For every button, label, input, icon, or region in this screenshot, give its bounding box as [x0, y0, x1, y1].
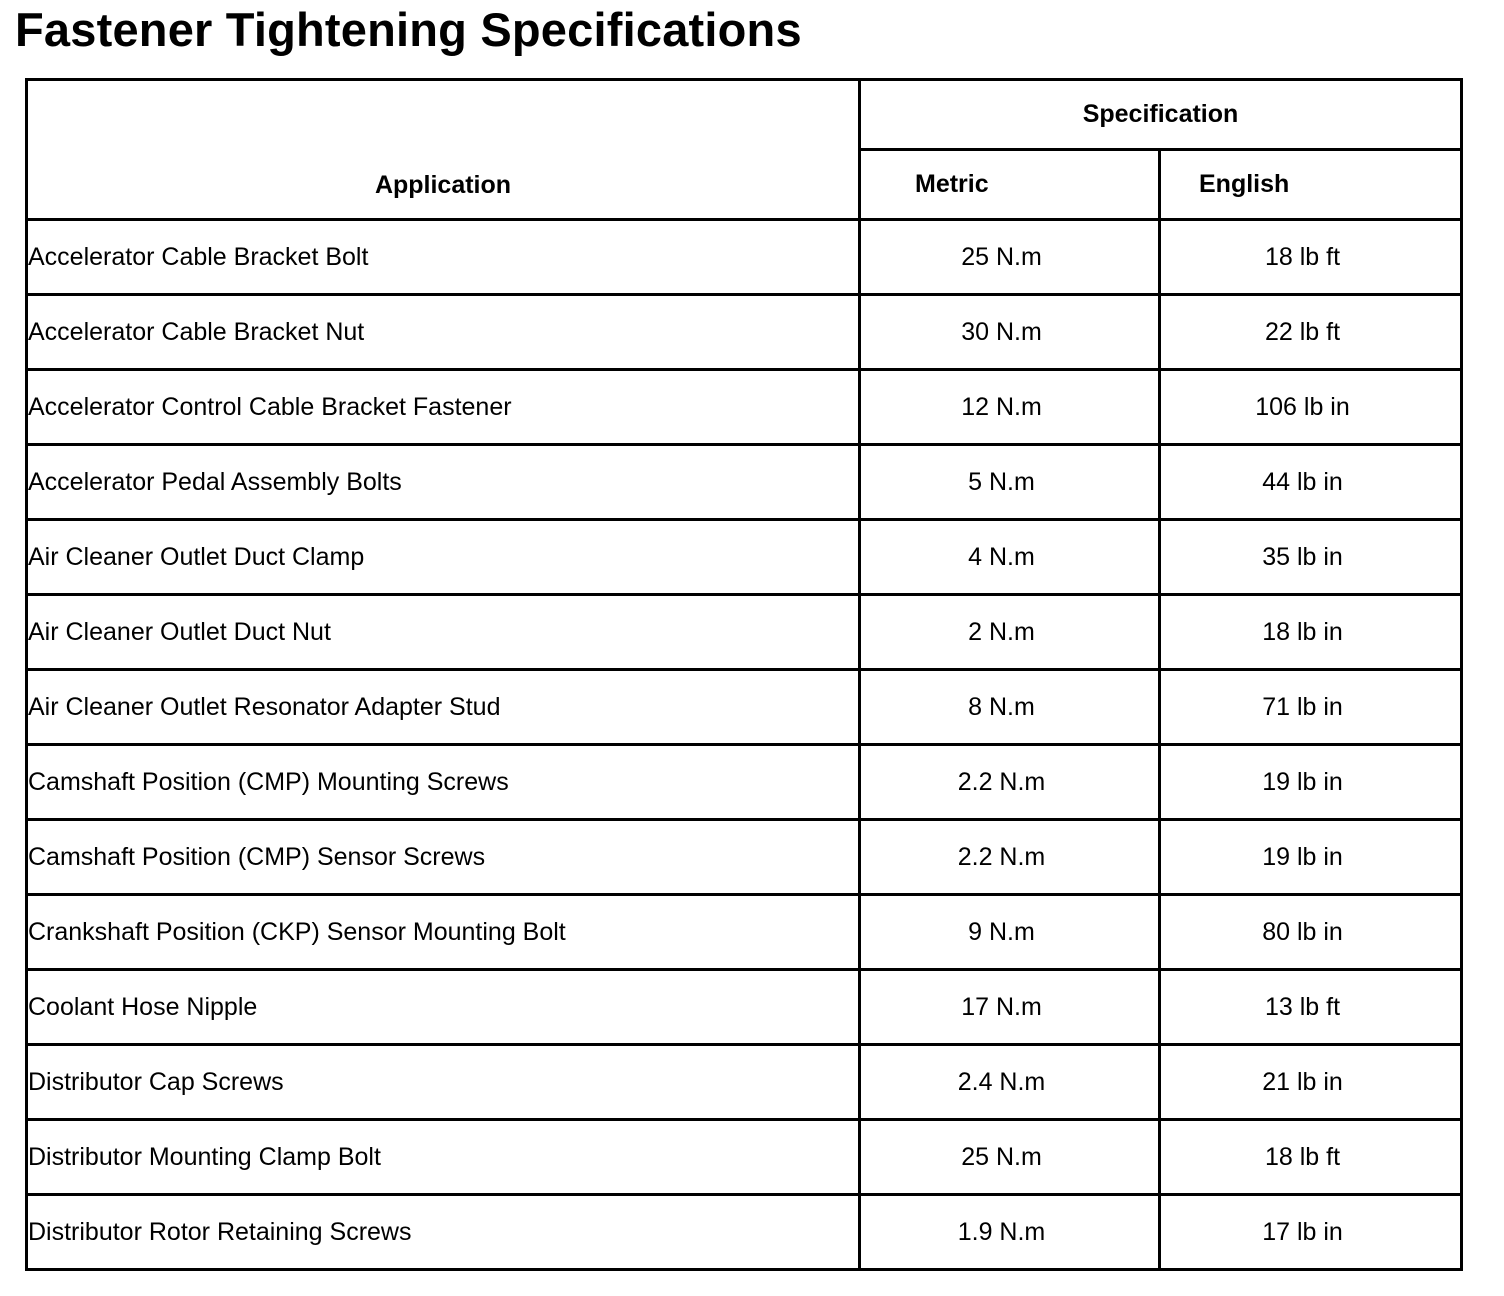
- table-row: Camshaft Position (CMP) Mounting Screws 2…: [25, 743, 1463, 821]
- cell-metric: 2.2 N.m: [858, 743, 1161, 821]
- cell-application: Distributor Mounting Clamp Bolt: [25, 1118, 861, 1196]
- cell-metric: 12 N.m: [858, 368, 1161, 446]
- cell-application: Accelerator Control Cable Bracket Fasten…: [25, 368, 861, 446]
- cell-metric: 2.4 N.m: [858, 1043, 1161, 1121]
- cell-english: 19 lb in: [1158, 818, 1463, 896]
- cell-english: 18 lb ft: [1158, 218, 1463, 296]
- cell-english: 71 lb in: [1158, 668, 1463, 746]
- cell-english: 21 lb in: [1158, 1043, 1463, 1121]
- cell-english: 22 lb ft: [1158, 293, 1463, 371]
- table-row: Air Cleaner Outlet Duct Nut 2 N.m 18 lb in: [25, 593, 1463, 671]
- table-row: Accelerator Pedal Assembly Bolts 5 N.m 44 …: [25, 443, 1463, 521]
- cell-application: Accelerator Pedal Assembly Bolts: [25, 443, 861, 521]
- cell-english: 13 lb ft: [1158, 968, 1463, 1046]
- table-row: Accelerator Cable Bracket Bolt 25 N.m 18 l…: [25, 218, 1463, 296]
- cell-application: Distributor Rotor Retaining Screws: [25, 1193, 861, 1271]
- cell-english: 35 lb in: [1158, 518, 1463, 596]
- header-english: English: [1158, 148, 1463, 221]
- cell-metric: 4 N.m: [858, 518, 1161, 596]
- cell-metric: 2 N.m: [858, 593, 1161, 671]
- cell-application: Accelerator Cable Bracket Bolt: [25, 218, 861, 296]
- table-row: Camshaft Position (CMP) Sensor Screws 2.2…: [25, 818, 1463, 896]
- cell-metric: 9 N.m: [858, 893, 1161, 971]
- cell-application: Camshaft Position (CMP) Mounting Screws: [25, 743, 861, 821]
- table-row: Crankshaft Position (CKP) Sensor Mountin…: [25, 893, 1463, 971]
- cell-metric: 2.2 N.m: [858, 818, 1161, 896]
- cell-metric: 8 N.m: [858, 668, 1161, 746]
- cell-english: 106 lb in: [1158, 368, 1463, 446]
- page-title: Fastener Tightening Specifications: [15, 3, 802, 56]
- cell-english: 18 lb ft: [1158, 1118, 1463, 1196]
- cell-application: Air Cleaner Outlet Duct Clamp: [25, 518, 861, 596]
- cell-english: 17 lb in: [1158, 1193, 1463, 1271]
- cell-application: Camshaft Position (CMP) Sensor Screws: [25, 818, 861, 896]
- cell-english: 18 lb in: [1158, 593, 1463, 671]
- header-metric: Metric: [858, 148, 1161, 221]
- table-row: Accelerator Control Cable Bracket Fasten…: [25, 368, 1463, 446]
- header-specification: Specification: [858, 78, 1463, 151]
- table-row: Accelerator Cable Bracket Nut 30 N.m 22 lb…: [25, 293, 1463, 371]
- table-row: Distributor Mounting Clamp Bolt 25 N.m 18 …: [25, 1118, 1463, 1196]
- cell-application: Distributor Cap Screws: [25, 1043, 861, 1121]
- specifications-table: Application Specification Metric English…: [25, 78, 1463, 1271]
- cell-english: 80 lb in: [1158, 893, 1463, 971]
- cell-metric: 30 N.m: [858, 293, 1161, 371]
- cell-english: 44 lb in: [1158, 443, 1463, 521]
- cell-metric: 25 N.m: [858, 218, 1161, 296]
- cell-metric: 25 N.m: [858, 1118, 1161, 1196]
- cell-metric: 17 N.m: [858, 968, 1161, 1046]
- table-row: Air Cleaner Outlet Duct Clamp 4 N.m 35 lb …: [25, 518, 1463, 596]
- header-application: Application: [25, 78, 861, 221]
- table-row: Distributor Rotor Retaining Screws 1.9 N.…: [25, 1193, 1463, 1271]
- cell-english: 19 lb in: [1158, 743, 1463, 821]
- cell-metric: 5 N.m: [858, 443, 1161, 521]
- cell-application: Air Cleaner Outlet Resonator Adapter Stu…: [25, 668, 861, 746]
- table-row: Coolant Hose Nipple 17 N.m 13 lb ft: [25, 968, 1463, 1046]
- cell-application: Air Cleaner Outlet Duct Nut: [25, 593, 861, 671]
- cell-metric: 1.9 N.m: [858, 1193, 1161, 1271]
- cell-application: Accelerator Cable Bracket Nut: [25, 293, 861, 371]
- table-row: Air Cleaner Outlet Resonator Adapter Stu…: [25, 668, 1463, 746]
- cell-application: Crankshaft Position (CKP) Sensor Mountin…: [25, 893, 861, 971]
- table-row: Distributor Cap Screws 2.4 N.m 21 lb in: [25, 1043, 1463, 1121]
- cell-application: Coolant Hose Nipple: [25, 968, 861, 1046]
